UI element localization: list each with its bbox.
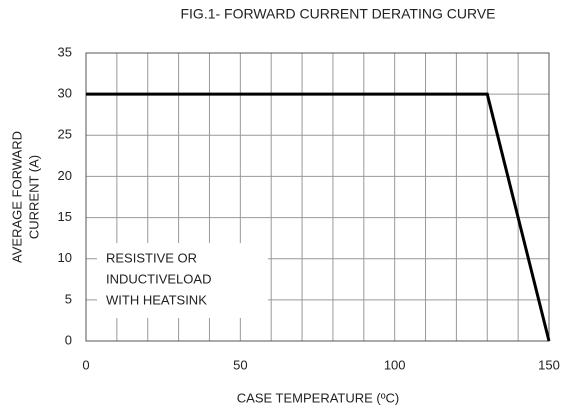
y-tick-label: 5 [65, 291, 72, 306]
y-axis-label: CURRENT (A) [26, 155, 41, 239]
annotation: RESISTIVE OR [106, 250, 197, 265]
y-tick-label: 10 [58, 250, 72, 265]
y-tick-label: 0 [65, 332, 72, 347]
x-tick-label: 0 [82, 357, 89, 372]
chart-title: FIG.1- FORWARD CURRENT DERATING CURVE [180, 6, 495, 22]
y-tick-label: 20 [58, 168, 72, 183]
y-tick-label: 15 [58, 209, 72, 224]
x-axis-label: CASE TEMPERATURE (ºC) [237, 390, 399, 405]
line [86, 92, 551, 342]
annotation: INDUCTIVELOAD [106, 271, 211, 286]
y-tick-label: 35 [58, 44, 72, 59]
y-axis-label: AVERAGE FORWARD [9, 131, 24, 263]
annotation-box [97, 243, 268, 318]
x-tick-label: 100 [384, 357, 406, 372]
x-tick-label: 150 [538, 357, 560, 372]
annotation: WITH HEATSINK [106, 292, 207, 307]
y-tick-label: 25 [58, 127, 72, 142]
y-tick-label: 30 [58, 86, 72, 101]
x-tick-label: 50 [233, 357, 247, 372]
plot-frame [85, 52, 550, 342]
